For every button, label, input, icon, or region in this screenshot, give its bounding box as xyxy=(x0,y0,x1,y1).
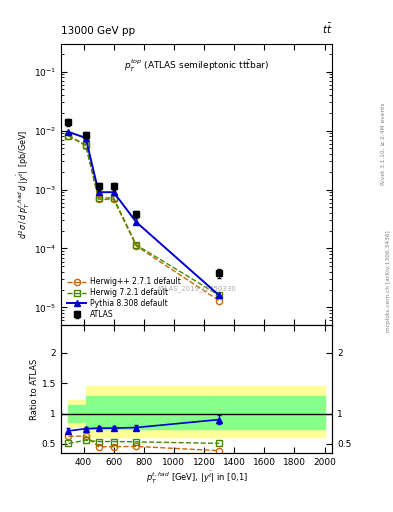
Text: 13000 GeV pp: 13000 GeV pp xyxy=(61,26,135,36)
Pythia 8.308 default xyxy=(111,189,116,195)
Line: Herwig++ 2.7.1 default: Herwig++ 2.7.1 default xyxy=(65,133,222,304)
Line: Herwig 7.2.1 default: Herwig 7.2.1 default xyxy=(65,133,222,298)
Herwig++ 2.7.1 default xyxy=(66,133,71,139)
Herwig++ 2.7.1 default xyxy=(96,196,101,202)
Herwig++ 2.7.1 default xyxy=(217,297,222,304)
Pythia 8.308 default xyxy=(96,189,101,195)
Herwig 7.2.1 default xyxy=(134,242,139,248)
X-axis label: $p_T^{t,had}$ [GeV], $|y^{\bar{t}}|$ in [0,1]: $p_T^{t,had}$ [GeV], $|y^{\bar{t}}|$ in … xyxy=(145,470,248,486)
Text: Rivet 3.1.10, ≥ 2.4M events: Rivet 3.1.10, ≥ 2.4M events xyxy=(381,102,386,185)
Text: $p_T^{top}$ (ATLAS semileptonic tt$\bar{\mathrm{t}}$bar): $p_T^{top}$ (ATLAS semileptonic tt$\bar{… xyxy=(124,58,269,74)
Herwig 7.2.1 default xyxy=(66,133,71,139)
Herwig++ 2.7.1 default xyxy=(111,196,116,202)
Text: ATLAS_2019_I1750330: ATLAS_2019_I1750330 xyxy=(156,285,237,292)
Y-axis label: Ratio to ATLAS: Ratio to ATLAS xyxy=(30,358,39,420)
Herwig++ 2.7.1 default xyxy=(134,243,139,249)
Y-axis label: $d^2\sigma\,/\,d\,p_T^{t,had}\,d\,|y^{\bar{t}}|\,$ [pb/GeV]: $d^2\sigma\,/\,d\,p_T^{t,had}\,d\,|y^{\b… xyxy=(16,130,32,239)
Herwig 7.2.1 default xyxy=(96,195,101,201)
Text: mcplots.cern.ch [arXiv:1306.3436]: mcplots.cern.ch [arXiv:1306.3436] xyxy=(386,231,391,332)
Herwig 7.2.1 default xyxy=(111,195,116,201)
Text: $t\bar{t}$: $t\bar{t}$ xyxy=(321,22,332,36)
Herwig 7.2.1 default xyxy=(217,292,222,298)
Line: Pythia 8.308 default: Pythia 8.308 default xyxy=(65,129,222,298)
Legend: Herwig++ 2.7.1 default, Herwig 7.2.1 default, Pythia 8.308 default, ATLAS: Herwig++ 2.7.1 default, Herwig 7.2.1 def… xyxy=(65,275,183,322)
Pythia 8.308 default xyxy=(217,292,222,298)
Herwig 7.2.1 default xyxy=(83,142,88,148)
Pythia 8.308 default xyxy=(83,135,88,141)
Pythia 8.308 default xyxy=(134,219,139,225)
Herwig++ 2.7.1 default xyxy=(83,143,88,149)
Pythia 8.308 default xyxy=(66,129,71,135)
